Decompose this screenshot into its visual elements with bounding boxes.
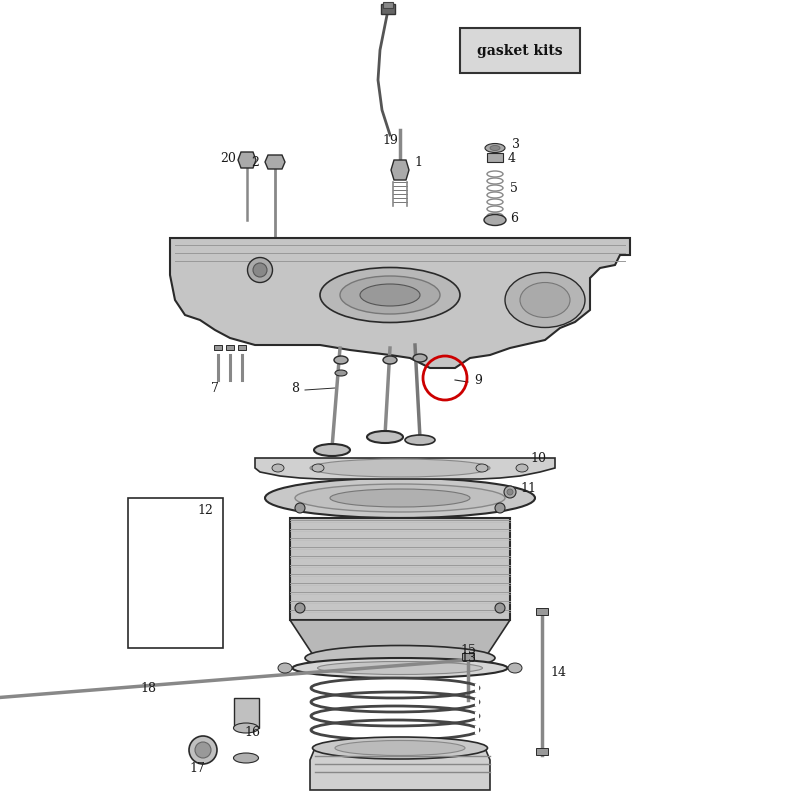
Bar xyxy=(536,608,548,615)
Text: 12: 12 xyxy=(197,503,213,517)
Ellipse shape xyxy=(278,663,292,673)
Text: gasket kits: gasket kits xyxy=(477,43,563,58)
Ellipse shape xyxy=(253,263,267,277)
Bar xyxy=(226,345,234,350)
Polygon shape xyxy=(265,155,285,169)
FancyBboxPatch shape xyxy=(460,28,580,73)
Ellipse shape xyxy=(247,258,273,282)
Bar xyxy=(290,518,510,620)
Ellipse shape xyxy=(495,603,505,613)
Ellipse shape xyxy=(383,356,397,364)
Ellipse shape xyxy=(520,282,570,318)
Polygon shape xyxy=(170,238,630,368)
Text: 1: 1 xyxy=(414,155,422,169)
Ellipse shape xyxy=(314,444,350,456)
Ellipse shape xyxy=(507,489,513,495)
Ellipse shape xyxy=(484,214,506,226)
Circle shape xyxy=(189,736,217,764)
Text: 17: 17 xyxy=(189,762,205,774)
Text: 15: 15 xyxy=(460,643,476,657)
Text: 8: 8 xyxy=(291,382,299,394)
Ellipse shape xyxy=(490,146,500,150)
Ellipse shape xyxy=(495,503,505,513)
Text: 16: 16 xyxy=(244,726,260,738)
Ellipse shape xyxy=(320,267,460,322)
Ellipse shape xyxy=(295,484,505,512)
Text: 4: 4 xyxy=(508,151,516,165)
Polygon shape xyxy=(290,620,510,658)
Ellipse shape xyxy=(330,489,470,507)
Bar xyxy=(487,153,503,162)
Bar xyxy=(128,498,223,648)
Bar xyxy=(383,2,393,8)
Text: 10: 10 xyxy=(530,451,546,465)
Ellipse shape xyxy=(265,478,535,518)
Ellipse shape xyxy=(234,753,258,763)
Bar xyxy=(238,345,246,350)
Ellipse shape xyxy=(367,431,403,443)
Text: 13: 13 xyxy=(460,651,476,665)
Ellipse shape xyxy=(335,741,465,755)
Text: 5: 5 xyxy=(510,182,518,194)
Ellipse shape xyxy=(305,646,495,670)
Ellipse shape xyxy=(318,662,482,674)
Ellipse shape xyxy=(505,273,585,327)
Ellipse shape xyxy=(508,663,522,673)
Ellipse shape xyxy=(413,354,427,362)
Ellipse shape xyxy=(310,459,490,477)
Ellipse shape xyxy=(340,276,440,314)
Text: 18: 18 xyxy=(140,682,156,694)
Circle shape xyxy=(195,742,211,758)
Bar xyxy=(214,345,222,350)
Ellipse shape xyxy=(272,464,284,472)
Text: 11: 11 xyxy=(520,482,536,494)
Ellipse shape xyxy=(405,435,435,445)
Text: 2: 2 xyxy=(251,155,259,169)
Ellipse shape xyxy=(234,723,258,733)
Ellipse shape xyxy=(313,737,487,759)
Ellipse shape xyxy=(312,464,324,472)
Bar xyxy=(462,653,474,660)
Text: 9: 9 xyxy=(474,374,482,386)
Ellipse shape xyxy=(516,464,528,472)
Ellipse shape xyxy=(335,370,347,376)
Text: 19: 19 xyxy=(382,134,398,146)
Bar xyxy=(536,748,548,755)
Polygon shape xyxy=(310,748,490,790)
Ellipse shape xyxy=(295,603,305,613)
Polygon shape xyxy=(238,152,256,168)
Ellipse shape xyxy=(504,486,516,498)
Ellipse shape xyxy=(485,143,505,153)
Ellipse shape xyxy=(360,284,420,306)
Text: 20: 20 xyxy=(220,151,236,165)
Text: 3: 3 xyxy=(512,138,520,151)
Polygon shape xyxy=(255,458,555,479)
Text: 14: 14 xyxy=(550,666,566,678)
Bar xyxy=(381,4,395,14)
Bar xyxy=(234,698,259,728)
Polygon shape xyxy=(391,160,409,180)
Text: 7: 7 xyxy=(211,382,219,394)
Ellipse shape xyxy=(295,503,305,513)
Text: 6: 6 xyxy=(510,211,518,225)
Ellipse shape xyxy=(476,464,488,472)
Ellipse shape xyxy=(334,356,348,364)
Ellipse shape xyxy=(293,658,507,678)
